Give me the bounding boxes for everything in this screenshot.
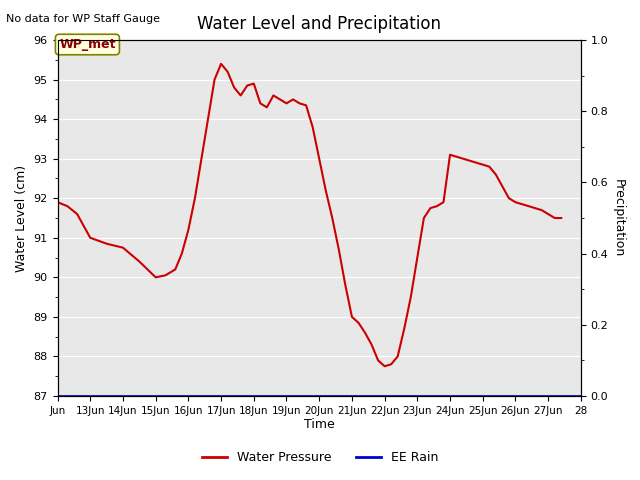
Text: No data for WP Staff Gauge: No data for WP Staff Gauge — [6, 14, 161, 24]
Text: WP_met: WP_met — [59, 38, 116, 51]
Y-axis label: Water Level (cm): Water Level (cm) — [15, 165, 28, 272]
Title: Water Level and Precipitation: Water Level and Precipitation — [197, 15, 441, 33]
Y-axis label: Precipitation: Precipitation — [612, 179, 625, 257]
Legend: Water Pressure, EE Rain: Water Pressure, EE Rain — [196, 446, 444, 469]
X-axis label: Time: Time — [304, 419, 335, 432]
